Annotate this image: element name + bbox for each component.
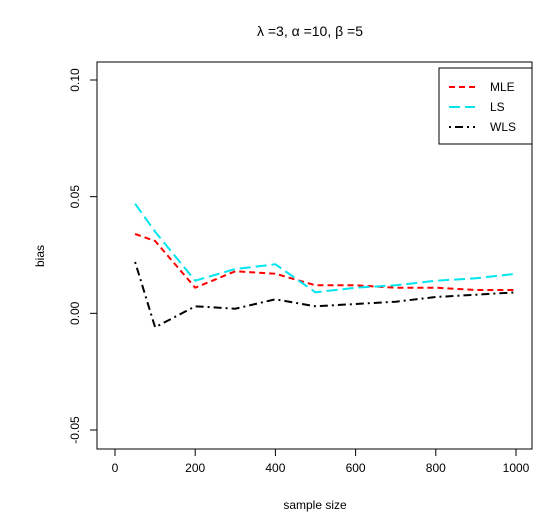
legend-label-ls: LS [490,100,505,114]
x-tick-label: 200 [185,461,205,475]
series-line-ls [134,203,517,294]
y-axis: -0.05 0.00 0.05 0.10 [68,68,98,444]
y-tick-label: -0.05 [68,416,82,444]
x-tick-label: 600 [346,461,366,475]
series-line-mle [134,233,516,291]
x-tick-label: 800 [426,461,446,475]
y-tick-label: 0.10 [68,68,82,92]
legend: MLE LS WLS [438,67,533,145]
legend-label-wls: WLS [490,120,516,134]
legend-label-mle: MLE [490,80,515,94]
y-tick-label: 0.00 [68,301,82,325]
x-axis-title: sample size [283,498,347,512]
x-axis: 0 200 400 600 800 1000 [112,448,530,475]
y-tick-label: 0.05 [68,185,82,209]
x-tick-label: 400 [265,461,285,475]
series-line-wls [134,261,517,329]
chart-title: λ =3, α =10, β =5 [257,23,363,39]
x-tick-label: 1000 [503,461,530,475]
series-lines [134,203,517,329]
x-tick-label: 0 [112,461,119,475]
y-axis-title: bias [33,245,47,267]
